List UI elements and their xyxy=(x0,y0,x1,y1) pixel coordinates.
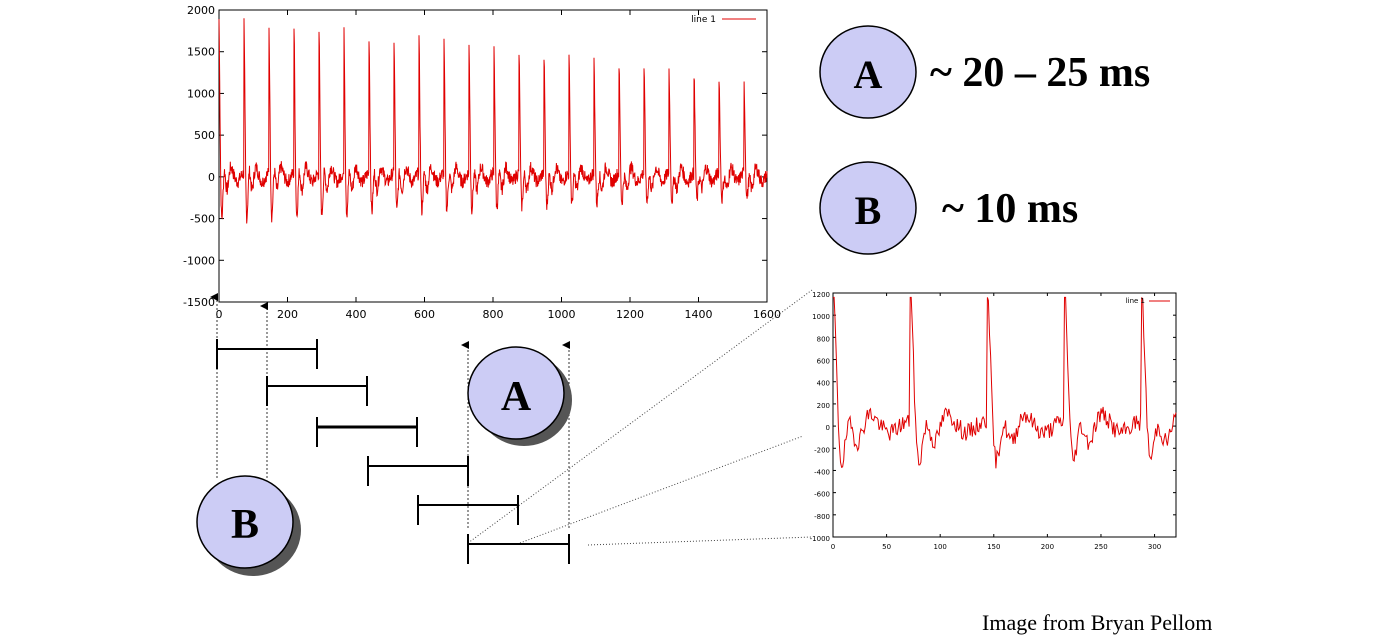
y-tick-label: -1000 xyxy=(810,535,830,543)
x-tick-label: 1000 xyxy=(548,308,576,321)
x-tick-label: 400 xyxy=(346,308,367,321)
x-tick-label: 1200 xyxy=(616,308,644,321)
inset-waveform-series-line xyxy=(833,296,1177,469)
y-tick-label: 1000 xyxy=(812,313,830,321)
inset-chart-frame xyxy=(832,292,1177,538)
circle-b-diagram: B xyxy=(196,475,301,576)
zoom-line-top xyxy=(467,289,813,544)
y-tick-label: 1200 xyxy=(812,291,830,299)
inset-chart-legend-label: line 1 xyxy=(1126,297,1145,305)
legend-b-label: B xyxy=(855,188,882,233)
circle-b-fill xyxy=(196,475,294,569)
y-tick-label: 0 xyxy=(208,171,215,184)
x-tick-label: 0 xyxy=(831,543,835,551)
y-tick-label: 500 xyxy=(194,129,215,142)
inset-chart-x-ticks: 0 50 100 150 200 250 300 xyxy=(831,293,1161,551)
legend-b-duration: ~ 10 ms xyxy=(942,186,1078,232)
x-tick-label: 800 xyxy=(483,308,504,321)
x-tick-label: 50 xyxy=(882,543,891,551)
circle-a-fill xyxy=(467,346,565,440)
x-tick-label: 0 xyxy=(216,308,223,321)
frame-6 xyxy=(467,534,570,564)
y-tick-label: 0 xyxy=(826,424,830,432)
y-tick-label: -1000 xyxy=(183,254,215,267)
y-tick-label: -1500 xyxy=(183,296,215,309)
y-tick-label: 1500 xyxy=(187,46,215,59)
main-waveform-chart: 2000 1500 1000 500 0 -500 -1000 -1500 0 200 400 60… xyxy=(183,4,781,321)
main-chart-frame xyxy=(218,9,768,303)
x-tick-label: 200 xyxy=(277,308,298,321)
y-tick-label: -400 xyxy=(814,468,830,476)
y-tick-label: 2000 xyxy=(187,4,215,17)
y-tick-label: 600 xyxy=(817,358,830,366)
inset-waveform-chart: 120010008006004002000-200-400-600-800-10… xyxy=(810,291,1177,551)
x-tick-label: 1600 xyxy=(753,308,781,321)
frame-2 xyxy=(266,376,368,406)
legend-b-circle xyxy=(819,161,917,255)
x-tick-label: 600 xyxy=(414,308,435,321)
y-tick-label: 400 xyxy=(817,380,830,388)
main-waveform-series-line xyxy=(218,18,768,224)
x-tick-label: 250 xyxy=(1094,543,1107,551)
y-tick-label: 200 xyxy=(817,402,830,410)
legend-a: A ~ 20 – 25 ms xyxy=(819,25,1150,119)
zoom-line-bottom xyxy=(587,536,813,546)
y-tick-label: -200 xyxy=(814,446,830,454)
x-tick-label: 150 xyxy=(987,543,1000,551)
main-chart-y-ticks: 2000 1500 1000 500 0 -500 -1000 -1500 xyxy=(183,4,767,309)
circle-a-label: A xyxy=(501,374,532,420)
frame-4 xyxy=(367,456,469,486)
x-tick-label: 200 xyxy=(1041,543,1054,551)
main-chart-legend-label: line 1 xyxy=(691,15,716,25)
main-chart-x-ticks: 0 200 400 600 800 1000 1200 1400 1600 xyxy=(216,10,781,321)
y-tick-label: 1000 xyxy=(187,87,215,100)
legend-a-circle xyxy=(819,25,917,119)
y-tick-label: -600 xyxy=(814,491,830,499)
legend-a-duration: ~ 20 – 25 ms xyxy=(930,50,1150,96)
frame-1 xyxy=(216,339,318,369)
y-tick-label: -800 xyxy=(814,513,830,521)
legend-b: B ~ 10 ms xyxy=(819,161,1078,255)
circle-a-diagram: A xyxy=(467,346,572,446)
x-tick-label: 300 xyxy=(1148,543,1161,551)
legend-a-label: A xyxy=(854,52,883,97)
circle-b-label: B xyxy=(231,502,259,548)
frame-5 xyxy=(417,495,519,525)
x-tick-label: 100 xyxy=(934,543,947,551)
x-tick-label: 1400 xyxy=(685,308,713,321)
analysis-frames xyxy=(216,339,570,564)
image-credit: Image from Bryan Pellom xyxy=(982,610,1213,635)
y-tick-label: -500 xyxy=(190,213,215,226)
y-tick-label: 800 xyxy=(817,335,830,343)
frame-3 xyxy=(316,417,418,447)
zoom-line-middle xyxy=(519,435,804,544)
